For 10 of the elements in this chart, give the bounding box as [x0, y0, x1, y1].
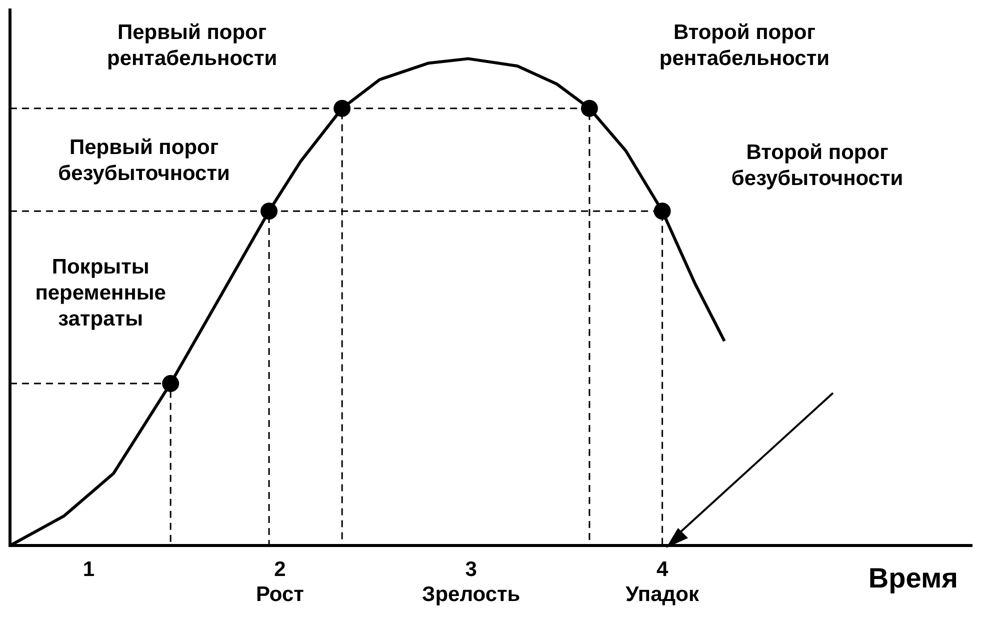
annotation: Первый порог безубыточности [58, 136, 230, 185]
annotation: Первый порог рентабельности [106, 21, 278, 70]
x-axis-title: Время [868, 562, 958, 594]
annotation: Второй порог безубыточности [731, 140, 904, 190]
x-tick-label: 4 Упадок [626, 558, 700, 606]
annotation: Второй порог рентабельности [659, 21, 830, 70]
annotation: Покрыты переменные затраты [35, 255, 166, 330]
x-tick-label: 2 Рост [256, 558, 304, 606]
x-tick-label: 1 [82, 558, 95, 581]
x-tick-label: 3 Зрелость [422, 558, 520, 606]
